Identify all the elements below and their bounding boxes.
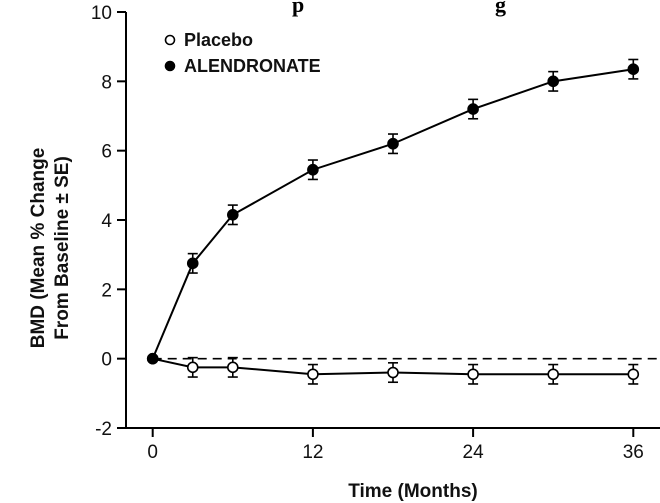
y-tick-label: 6	[101, 142, 112, 163]
data-point-placebo	[547, 368, 560, 381]
x-tick-label: 0	[147, 442, 158, 463]
data-point-alendronate	[467, 103, 479, 115]
y-tick-label: 4	[101, 211, 112, 232]
data-point-placebo	[387, 366, 399, 379]
y-tick-label: 0	[101, 350, 112, 371]
x-tick-label: 12	[302, 442, 323, 463]
x-tick-label: 36	[623, 442, 644, 463]
chart-header-fragment-right: g	[495, 0, 506, 17]
legend-placebo-marker	[164, 34, 176, 46]
data-point-placebo	[186, 361, 199, 374]
legend-placebo-label: Placebo	[184, 30, 253, 50]
chart-header-fragment-left: p	[292, 0, 304, 17]
chart-axes	[117, 11, 660, 437]
plot-area	[146, 58, 640, 385]
data-point-placebo	[227, 361, 239, 374]
y-axis-title-line1: BMD (Mean % Change	[28, 148, 49, 349]
data-point-alendronate	[387, 137, 399, 150]
data-point-alendronate	[627, 63, 640, 75]
data-point-placebo	[307, 368, 319, 381]
y-tick-label: 8	[101, 72, 112, 93]
y-tick-label: 10	[91, 3, 112, 24]
y-tick-label: -2	[95, 419, 112, 440]
y-axis-title-line2: From Baseline ± SE)	[52, 156, 73, 340]
series-line-alendronate	[151, 68, 634, 360]
legend: Placebo ALENDRONATE	[164, 30, 321, 76]
series-line-placebo	[152, 357, 634, 376]
legend-alendronate-label: ALENDRONATE	[184, 56, 321, 76]
y-tick-labels: -2 0 2 4 6 8 10	[91, 3, 113, 440]
x-tick-label: 24	[463, 442, 485, 463]
data-point-alendronate	[307, 163, 319, 176]
data-point-alendronate	[186, 257, 199, 270]
data-point-alendronate	[547, 75, 560, 88]
data-point-placebo	[467, 368, 479, 381]
data-point-placebo	[627, 368, 640, 381]
data-point-alendronate	[146, 352, 159, 365]
x-axis-title: Time (Months)	[348, 481, 477, 502]
x-tick-labels: 0 12 24 36	[147, 442, 643, 463]
legend-alendronate-marker	[164, 60, 176, 72]
data-point-alendronate	[227, 209, 239, 221]
y-tick-label: 2	[101, 280, 112, 301]
